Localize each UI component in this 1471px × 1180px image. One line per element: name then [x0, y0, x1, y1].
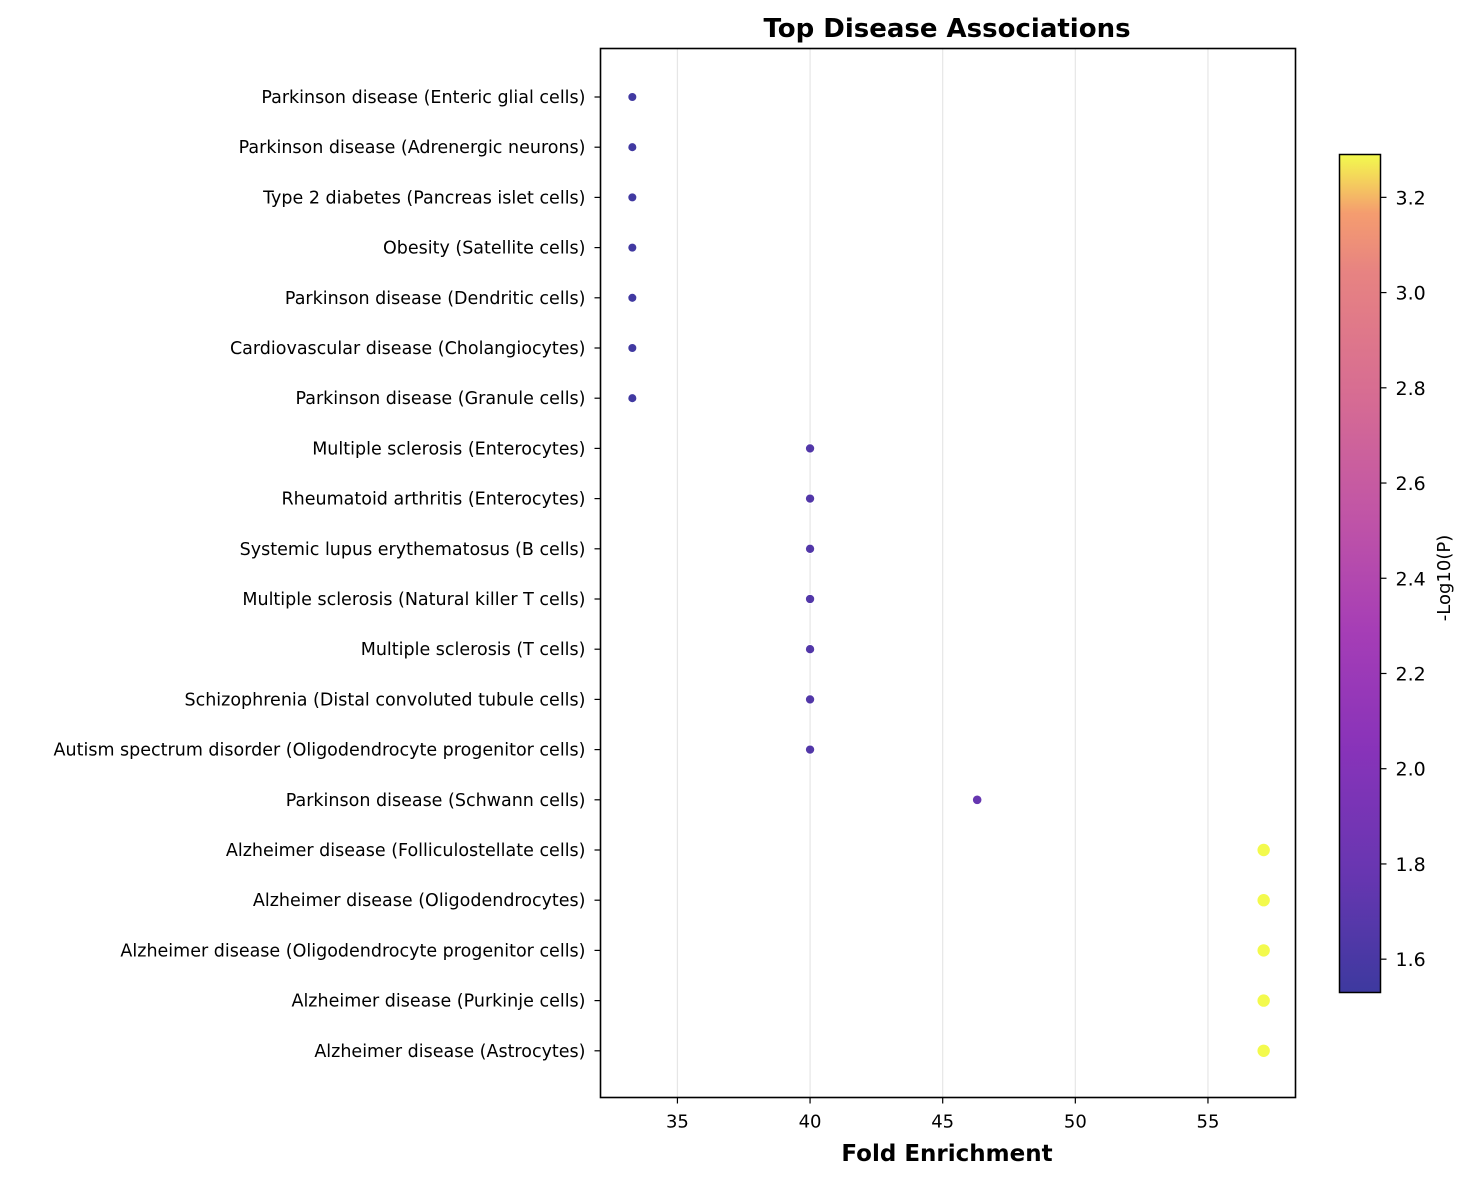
y-tick-label: Multiple sclerosis (T cells) — [361, 640, 586, 660]
y-tick-label: Parkinson disease (Adrenergic neurons) — [239, 138, 586, 158]
y-tick-label: Obesity (Satellite cells) — [383, 239, 586, 259]
data-point — [1256, 893, 1271, 908]
colorbar-tick-label: 3.2 — [1396, 187, 1426, 209]
data-point — [627, 292, 638, 303]
data-point — [804, 644, 816, 655]
data-point — [627, 142, 638, 153]
data-point — [1256, 943, 1271, 958]
data-point — [804, 593, 816, 605]
colorbar-gradient — [1339, 154, 1381, 993]
x-tick-label: 35 — [666, 1112, 689, 1133]
colorbar-tick-label: 1.8 — [1396, 854, 1426, 876]
y-tick-label: Multiple sclerosis (Enterocytes) — [312, 439, 585, 459]
y-tick-label: Alzheimer disease (Purkinje cells) — [291, 992, 585, 1012]
y-tick-label: Alzheimer disease (Oligodendrocytes) — [253, 891, 586, 911]
x-tick-label: 45 — [931, 1112, 954, 1133]
data-point — [1256, 993, 1271, 1008]
colorbar-tick-label: 2.4 — [1396, 568, 1426, 590]
colorbar-tick-label: 1.6 — [1396, 949, 1426, 971]
y-tick-label: Multiple sclerosis (Natural killer T cel… — [242, 590, 585, 610]
colorbar-tick-label: 2.8 — [1396, 378, 1426, 400]
y-axis-ticks: Parkinson disease (Enteric glial cells) P… — [54, 88, 601, 1062]
data-point — [627, 91, 638, 103]
data-point — [804, 694, 816, 705]
data-point — [804, 543, 816, 554]
colorbar: 1.6 1.8 2.0 2.2 2.4 2.6 2.8 3.0 3.2 -Log10(P) — [1338, 153, 1455, 994]
data-point — [971, 794, 983, 806]
y-tick-label: Type 2 diabetes (Pancreas islet cells) — [262, 188, 585, 208]
y-tick-label: Alzheimer disease (Folliculostellate cel… — [226, 841, 586, 861]
colorbar-tick-label: 2.6 — [1396, 473, 1426, 495]
y-tick-label: Alzheimer disease (Oligodendrocyte proge… — [120, 941, 585, 961]
data-point — [627, 192, 638, 203]
y-tick-label: Parkinson disease (Schwann cells) — [286, 791, 586, 811]
y-tick-label: Autism spectrum disorder (Oligodendrocyt… — [54, 741, 586, 761]
gridlines — [676, 48, 1209, 1098]
data-points — [627, 91, 1271, 1059]
x-tick-label: 40 — [799, 1112, 822, 1133]
y-tick-label: Parkinson disease (Granule cells) — [295, 389, 585, 409]
y-tick-label: Parkinson disease (Enteric glial cells) — [261, 88, 585, 108]
colorbar-frame — [1338, 153, 1382, 994]
colorbar-tick-label: 2.2 — [1396, 663, 1426, 685]
y-tick-label: Cardiovascular disease (Cholangiocytes) — [230, 339, 586, 359]
chart-title: Top Disease Associations — [763, 14, 1130, 44]
plot-frame — [599, 47, 1297, 1099]
data-point — [627, 242, 638, 253]
y-tick-label: Rheumatoid arthritis (Enterocytes) — [282, 490, 586, 510]
data-point — [804, 744, 816, 755]
data-point — [1256, 1043, 1271, 1059]
y-tick-label: Alzheimer disease (Astrocytes) — [314, 1042, 585, 1062]
colorbar-label: -Log10(P) — [1434, 535, 1455, 621]
data-point — [804, 443, 816, 454]
data-point — [627, 393, 638, 404]
colorbar-tick-label: 2.0 — [1396, 759, 1426, 781]
data-point — [627, 342, 638, 354]
data-point — [804, 493, 816, 504]
y-tick-label: Systemic lupus erythematosus (B cells) — [240, 540, 586, 560]
data-point — [1256, 842, 1271, 858]
y-tick-label: Schizophrenia (Distal convoluted tubule … — [184, 690, 585, 710]
colorbar-tick-label: 3.0 — [1396, 283, 1426, 305]
x-tick-label: 50 — [1064, 1112, 1087, 1133]
x-tick-label: 55 — [1197, 1112, 1220, 1133]
colorbar-ticks: 1.6 1.8 2.0 2.2 2.4 2.6 2.8 3.0 3.2 — [1380, 187, 1426, 971]
x-axis-label: Fold Enrichment — [841, 1141, 1052, 1167]
y-tick-label: Parkinson disease (Dendritic cells) — [285, 289, 586, 309]
x-axis-ticks: 35 40 45 50 55 — [666, 1097, 1220, 1133]
